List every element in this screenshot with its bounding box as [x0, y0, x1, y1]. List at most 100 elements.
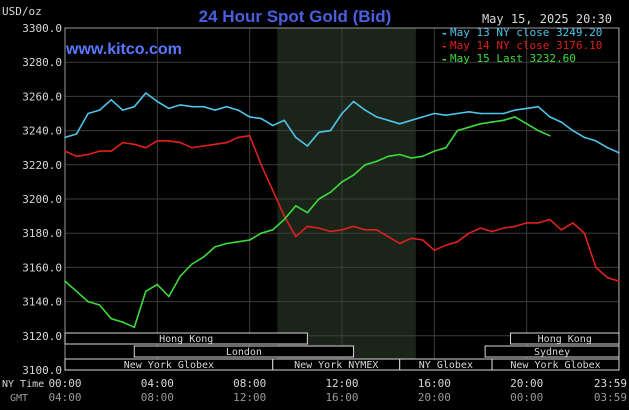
data-point	[318, 198, 320, 200]
data-point	[64, 280, 66, 282]
series-lines	[64, 92, 620, 329]
data-point	[364, 164, 366, 166]
data-point	[549, 218, 551, 221]
data-point	[283, 215, 286, 217]
data-point	[572, 222, 574, 224]
data-point	[295, 205, 297, 207]
legend: - May 13 NY close 3249.20- May 14 NY close…	[441, 26, 602, 66]
data-point	[491, 230, 493, 233]
data-point	[341, 229, 343, 231]
session-label: New York Globex	[510, 360, 600, 371]
x-row2-label: GMT	[10, 393, 28, 404]
data-point	[502, 112, 505, 115]
legend-swatch: -	[441, 53, 448, 66]
data-point	[64, 136, 66, 139]
data-point	[375, 229, 378, 231]
session-bar	[64, 332, 308, 345]
y-tick-label: 3200.0	[22, 193, 62, 206]
data-point	[179, 141, 182, 144]
data-point	[422, 239, 424, 241]
session-label: Hong Kong	[159, 334, 213, 345]
data-point	[110, 317, 112, 320]
data-point	[514, 116, 516, 118]
data-point	[329, 129, 332, 132]
data-point	[225, 242, 228, 245]
data-point	[133, 105, 136, 108]
x-tick-label-gmt: 20:00	[418, 391, 451, 404]
y-tick-label: 3240.0	[22, 125, 62, 138]
data-point	[87, 153, 89, 156]
data-point	[352, 100, 355, 103]
data-point	[214, 143, 216, 146]
data-point	[295, 136, 297, 139]
data-point	[583, 136, 586, 139]
data-point	[318, 227, 320, 229]
x-tick-label-gmt: 08:00	[141, 391, 174, 404]
data-point	[98, 304, 101, 306]
data-point	[75, 155, 78, 158]
data-point	[202, 145, 205, 147]
legend-entry: May 14 NY close 3176.10	[450, 39, 602, 52]
data-point	[387, 235, 390, 238]
data-point	[352, 174, 355, 176]
data-point	[156, 140, 159, 142]
data-point	[537, 105, 539, 108]
data-point	[491, 121, 493, 123]
data-point	[583, 232, 586, 234]
data-point	[179, 104, 182, 106]
data-point	[145, 290, 147, 293]
data-point	[87, 112, 89, 115]
session-label: New York Globex	[124, 360, 214, 371]
x-row1-label: NY Time	[2, 379, 44, 390]
session-bar	[484, 345, 620, 358]
data-point	[410, 157, 413, 159]
data-point	[433, 249, 436, 252]
data-point	[156, 283, 159, 286]
data-point	[468, 232, 470, 234]
data-point	[595, 140, 597, 142]
legend-swatch: -	[441, 27, 448, 40]
data-point	[248, 239, 251, 241]
chart-timestamp: May 15, 2025 20:30	[482, 12, 612, 26]
data-point	[479, 123, 482, 125]
data-point	[387, 119, 390, 122]
data-point	[191, 263, 193, 265]
x-tick-label-gmt: 16:00	[325, 391, 358, 404]
data-point	[283, 119, 286, 122]
chart-title: 24 Hour Spot Gold (Bid)	[199, 7, 392, 26]
data-point	[145, 146, 147, 149]
data-point	[168, 295, 170, 298]
session-label: Hong Kong	[538, 334, 592, 345]
y-tick-label: 3300.0	[22, 22, 62, 35]
data-point	[98, 109, 101, 111]
data-point	[364, 109, 366, 111]
x-tick-label-ny: 23:59	[594, 377, 627, 390]
data-point	[422, 116, 424, 118]
data-point	[479, 227, 482, 229]
x-tick-label-ny: 12:00	[325, 377, 358, 390]
y-tick-label: 3260.0	[22, 90, 62, 103]
data-point	[560, 121, 563, 123]
data-point	[318, 131, 320, 134]
x-tick-label-gmt: 04:00	[48, 391, 81, 404]
data-point	[606, 146, 609, 149]
data-point	[237, 241, 239, 243]
x-tick-label-gmt: 03:59	[594, 391, 627, 404]
data-point	[87, 300, 89, 303]
y-axis-unit-label: USD/oz	[2, 5, 42, 18]
data-point	[479, 112, 482, 115]
data-point	[398, 153, 401, 156]
y-tick-label: 3220.0	[22, 159, 62, 172]
data-point	[491, 112, 493, 115]
data-point	[272, 229, 274, 231]
data-point	[398, 242, 401, 245]
data-point	[248, 134, 251, 137]
data-point	[248, 116, 251, 118]
data-point	[329, 191, 332, 193]
data-point	[572, 129, 574, 132]
data-point	[410, 237, 413, 240]
data-point	[445, 244, 447, 246]
y-tick-label: 3120.0	[22, 330, 62, 343]
x-tick-label-ny: 08:00	[233, 377, 266, 390]
data-point	[179, 275, 182, 277]
